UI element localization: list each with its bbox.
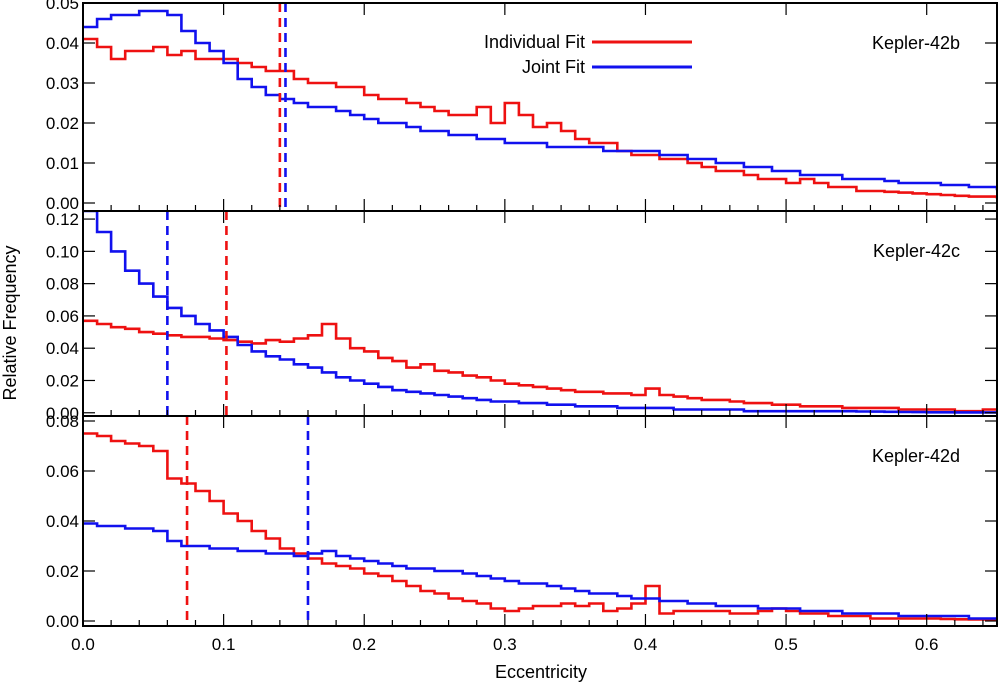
histogram-joint-fit xyxy=(83,522,997,620)
y-tick-label: 0.08 xyxy=(46,275,79,294)
panel-label: Kepler-42b xyxy=(872,33,960,53)
panel-label: Kepler-42d xyxy=(872,446,960,466)
legend-label: Joint Fit xyxy=(522,57,585,77)
panel-frame xyxy=(82,210,998,417)
y-tick-label: 0.00 xyxy=(46,194,79,213)
panel-kepler-42c: 0.00 0.02 0.04 0.06 0.08 0.10 0.12 Kepler-42c xyxy=(46,210,998,423)
legend: Individual Fit Joint Fit xyxy=(484,32,692,77)
y-tick-label: 0.05 xyxy=(46,0,79,13)
x-tick-label: 0.3 xyxy=(493,635,517,654)
x-tick-label: 0.0 xyxy=(71,635,95,654)
histogram-individual-fit xyxy=(83,432,997,622)
y-tick-label: 0.02 xyxy=(46,371,79,390)
x-tick-label: 0.2 xyxy=(352,635,376,654)
y-tick-label: 0.03 xyxy=(46,74,79,93)
x-axis-title: Eccentricity xyxy=(495,662,587,682)
panels: 0.00 0.01 0.02 0.03 0.04 0.05 Kepler-42b Indivi… xyxy=(46,0,998,654)
panel-kepler-42d: 0.00 0.02 0.04 0.06 0.08 0.0 0.1 0.2 0.3 0.4 0.5 0.… xyxy=(46,412,998,654)
y-tick-label: 0.01 xyxy=(46,154,79,173)
y-tick-label: 0.06 xyxy=(46,307,79,326)
histogram-joint-fit xyxy=(83,211,997,414)
x-tick-label: 0.4 xyxy=(634,635,658,654)
y-tick-label: 0.00 xyxy=(46,404,79,423)
histogram-individual-fit xyxy=(83,37,997,199)
panel-kepler-42b: 0.00 0.01 0.02 0.03 0.04 0.05 Kepler-42b Indivi… xyxy=(46,0,998,213)
panel-label: Kepler-42c xyxy=(873,241,960,261)
y-tick-label: 0.02 xyxy=(46,562,79,581)
legend-label: Individual Fit xyxy=(484,32,585,52)
y-tick-label: 0.04 xyxy=(46,339,79,358)
y-tick-label: 0.04 xyxy=(46,512,79,531)
x-tick-label: 0.5 xyxy=(774,635,798,654)
y-tick-label: 0.10 xyxy=(46,242,79,261)
y-tick-label: 0.08 xyxy=(46,412,79,431)
y-tick-label: 0.00 xyxy=(46,612,79,631)
x-tick-label: 0.1 xyxy=(212,635,236,654)
y-tick-label: 0.06 xyxy=(46,462,79,481)
y-tick-label: 0.02 xyxy=(46,114,79,133)
y-tick-label: 0.12 xyxy=(46,210,79,229)
y-tick-label: 0.04 xyxy=(46,34,79,53)
histogram-individual-fit xyxy=(83,319,997,413)
x-tick-label: 0.6 xyxy=(915,635,939,654)
panel-frame xyxy=(82,415,998,627)
y-axis-title: Relative Frequency xyxy=(0,245,20,400)
